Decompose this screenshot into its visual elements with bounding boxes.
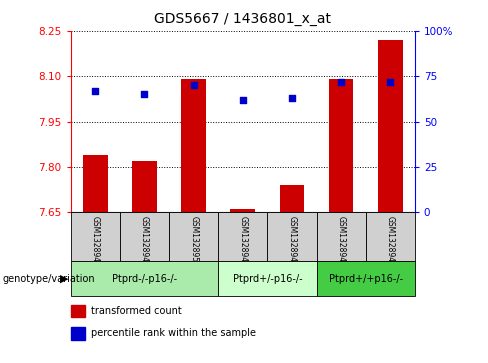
Bar	[132, 161, 157, 212]
FancyBboxPatch shape	[267, 212, 317, 261]
Bar	[329, 79, 353, 212]
Text: GSM1328942: GSM1328942	[337, 216, 346, 267]
Point	[288, 95, 296, 101]
Text: GSM1328951: GSM1328951	[189, 216, 198, 267]
FancyBboxPatch shape	[317, 261, 415, 296]
Text: genotype/variation: genotype/variation	[2, 274, 95, 284]
Text: GSM1328948: GSM1328948	[91, 216, 100, 267]
Bar	[280, 185, 304, 212]
Text: Ptprd-/-p16-/-: Ptprd-/-p16-/-	[112, 274, 177, 284]
FancyBboxPatch shape	[317, 212, 366, 261]
Title: GDS5667 / 1436801_x_at: GDS5667 / 1436801_x_at	[154, 12, 331, 26]
Text: Ptprd+/+p16-/-: Ptprd+/+p16-/-	[328, 274, 403, 284]
FancyBboxPatch shape	[120, 212, 169, 261]
Text: transformed count: transformed count	[91, 306, 182, 316]
Point	[239, 97, 247, 103]
Bar	[378, 40, 403, 212]
FancyBboxPatch shape	[218, 261, 317, 296]
FancyBboxPatch shape	[169, 212, 218, 261]
Bar	[83, 155, 108, 212]
Text: GSM1328943: GSM1328943	[386, 216, 395, 267]
Point	[91, 88, 99, 94]
Text: GSM1328944: GSM1328944	[238, 216, 247, 267]
Text: Ptprd+/-p16-/-: Ptprd+/-p16-/-	[233, 274, 302, 284]
Point	[141, 91, 148, 97]
Point	[190, 82, 198, 88]
Bar	[182, 79, 206, 212]
Bar	[71, 305, 84, 317]
FancyBboxPatch shape	[366, 212, 415, 261]
Text: GSM1328946: GSM1328946	[287, 216, 296, 267]
Bar	[71, 327, 84, 339]
Bar	[230, 209, 255, 212]
FancyBboxPatch shape	[218, 212, 267, 261]
Text: GSM1328949: GSM1328949	[140, 216, 149, 267]
Text: ▶: ▶	[60, 274, 68, 284]
Point	[337, 79, 345, 85]
FancyBboxPatch shape	[71, 212, 120, 261]
Text: percentile rank within the sample: percentile rank within the sample	[91, 329, 256, 338]
FancyBboxPatch shape	[71, 261, 218, 296]
Point	[386, 79, 394, 85]
